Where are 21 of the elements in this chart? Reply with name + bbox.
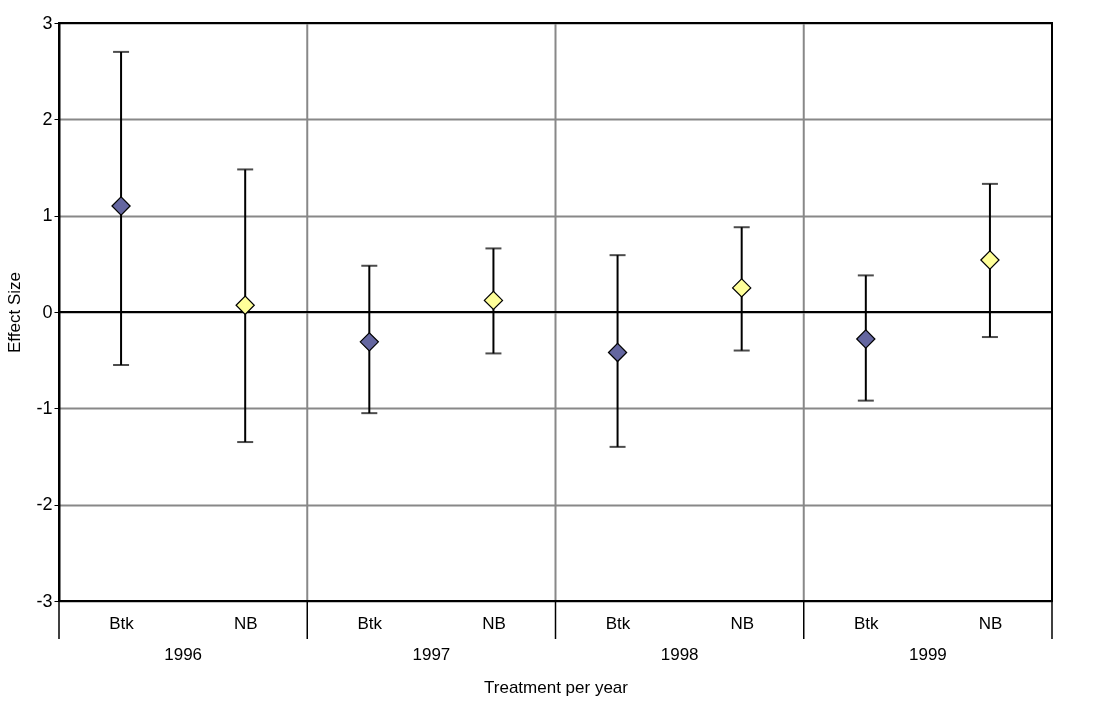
y-tick-label: -2 [36, 494, 53, 515]
text: 1996 [164, 645, 203, 664]
x-tick-label: NB [482, 613, 506, 633]
y-tick-label: 3 [42, 12, 53, 33]
text: 1997 [412, 645, 451, 664]
y-tick-label: 0 [42, 301, 53, 322]
y-axis-title: Effect Size [5, 272, 25, 353]
x-axis-title: Treatment per year [484, 677, 629, 697]
y-tick-label: -3 [36, 590, 53, 611]
x-tick-label: NB [233, 613, 258, 633]
x-tick-label: NB [730, 613, 754, 633]
x-tick-label: NB [978, 613, 1003, 633]
y-tick-label: 1 [42, 205, 53, 226]
x-tick-label: Btk [357, 613, 383, 633]
text: 1999 [908, 645, 947, 664]
x-tick-label: Btk [109, 613, 135, 633]
y-tick-label: 2 [42, 108, 53, 129]
y-tick-label: -1 [36, 397, 53, 418]
text: 1998 [660, 645, 699, 664]
x-tick-label: Btk [854, 613, 880, 633]
x-tick-label: Btk [605, 613, 631, 633]
